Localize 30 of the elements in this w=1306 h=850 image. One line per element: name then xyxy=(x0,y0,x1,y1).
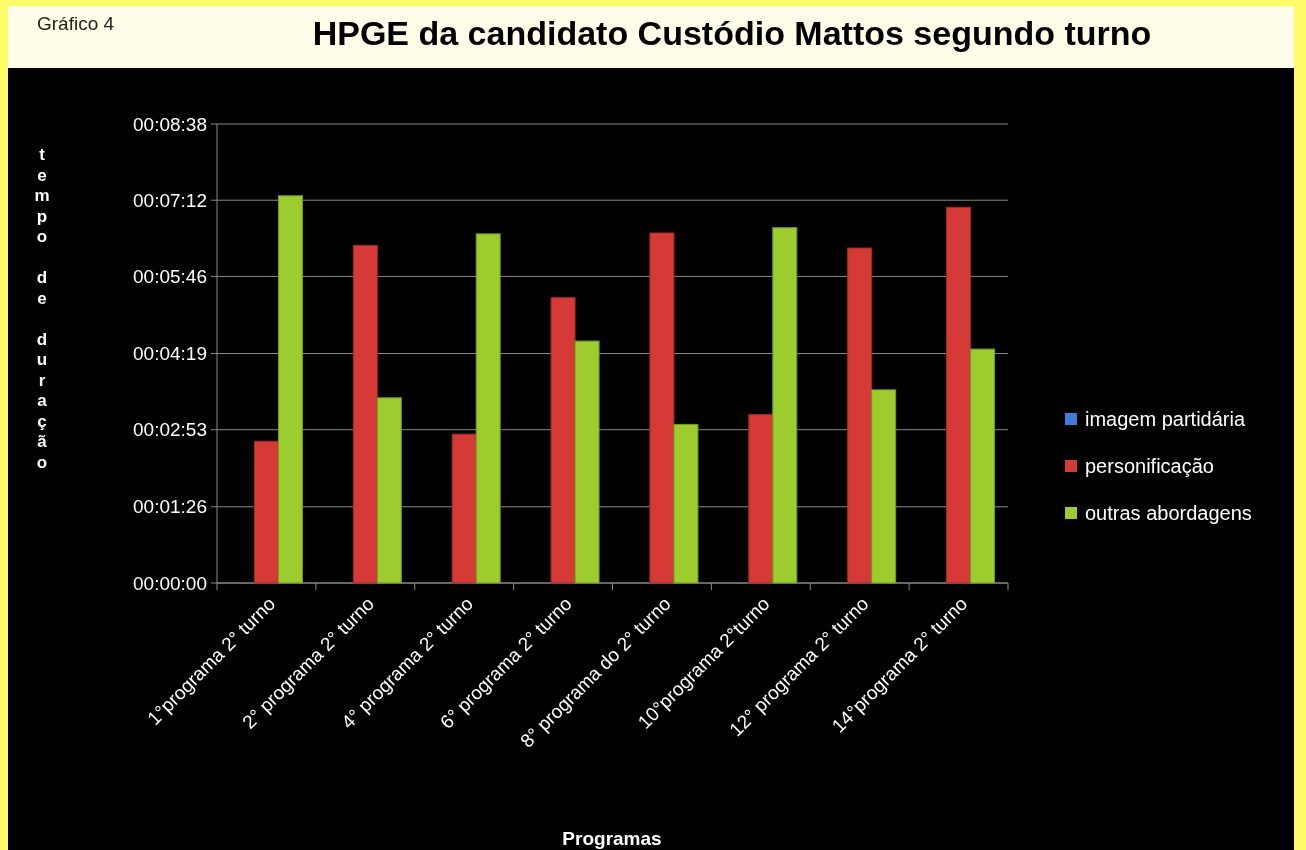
bar xyxy=(871,389,897,584)
chart-title: HPGE da candidato Custódio Mattos segundo turno xyxy=(312,14,1152,52)
bar xyxy=(970,348,996,584)
chart-subtitle: Gráfico 4 xyxy=(37,13,115,34)
bar xyxy=(649,232,675,584)
legend-label: personificação xyxy=(1085,455,1214,477)
y-tick-label: 00:01:26 xyxy=(133,496,207,518)
bar xyxy=(550,297,576,584)
y-tick-label: 00:00:00 xyxy=(133,572,207,594)
y-tick-label: 00:07:12 xyxy=(133,189,207,211)
bar xyxy=(475,233,501,584)
bar xyxy=(352,244,378,584)
text: tempo de duração xyxy=(34,145,50,472)
bar xyxy=(673,423,699,584)
bar xyxy=(253,440,279,584)
x-axis-title: Programas xyxy=(562,828,662,849)
y-tick-label: 00:08:38 xyxy=(133,113,207,135)
bar xyxy=(451,433,477,584)
bar xyxy=(847,247,873,584)
y-tick-label: 00:02:53 xyxy=(133,419,207,441)
legend-label: imagem partidária xyxy=(1085,408,1246,430)
bar xyxy=(574,340,600,584)
bar xyxy=(946,206,972,584)
legend-label: outras abordagens xyxy=(1085,502,1252,524)
y-tick-label: 00:04:19 xyxy=(133,343,207,365)
bar xyxy=(748,414,774,584)
y-tick-label: 00:05:46 xyxy=(133,266,207,288)
bar xyxy=(376,397,402,584)
bar xyxy=(772,227,798,584)
bar xyxy=(277,195,303,584)
